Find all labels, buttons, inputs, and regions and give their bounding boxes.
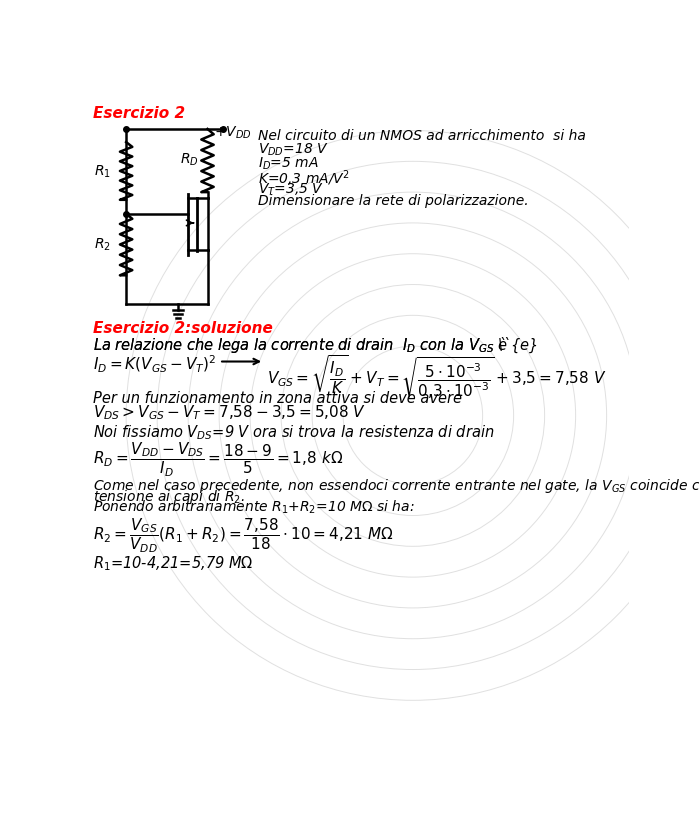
Text: tensione ai capi di $R_2$.: tensione ai capi di $R_2$. [93, 488, 245, 506]
Text: Esercizio 2: Esercizio 2 [93, 106, 185, 120]
Text: Nel circuito di un NMOS ad arricchimento  si ha: Nel circuito di un NMOS ad arricchimento… [258, 129, 586, 143]
Text: Esercizio 2:soluzione: Esercizio 2:soluzione [93, 322, 273, 337]
Text: La relazione che lega la corrente di drain  $I_D$ con la $V_{GS}$ è: La relazione che lega la corrente di dra… [93, 336, 508, 356]
Text: $R_1$=10-4,21=5,79 M$\Omega$: $R_1$=10-4,21=5,79 M$\Omega$ [93, 554, 253, 573]
Text: La relazione che lega la corrente di drain  $I_D$ con la $V_{GS}$ \`{e}: La relazione che lega la corrente di dra… [93, 336, 538, 355]
Text: $R_2$: $R_2$ [94, 236, 110, 253]
Text: K=0,3 mA/V$^2$: K=0,3 mA/V$^2$ [258, 168, 350, 189]
Text: $I_D = K(V_{GS} - V_T )^2$: $I_D = K(V_{GS} - V_T )^2$ [93, 354, 217, 375]
Text: $R_D$: $R_D$ [180, 151, 199, 168]
Text: $V_{DD}$=18 V: $V_{DD}$=18 V [258, 142, 329, 159]
Text: Dimensionare la rete di polarizzazione.: Dimensionare la rete di polarizzazione. [258, 194, 528, 209]
Text: Noi fissiamo $V_{DS}$=9 V ora si trova la resistenza di drain: Noi fissiamo $V_{DS}$=9 V ora si trova l… [93, 423, 494, 442]
Text: Per un funzionamento in zona attiva si deve avere: Per un funzionamento in zona attiva si d… [93, 391, 462, 406]
Text: $+V_{DD}$: $+V_{DD}$ [214, 125, 252, 140]
Text: $I_D$=5 mA: $I_D$=5 mA [258, 155, 319, 171]
Text: Ponendo arbitrariamente $R_1$+$R_2$=10 M$\Omega$ si ha:: Ponendo arbitrariamente $R_1$+$R_2$=10 M… [93, 499, 415, 516]
Text: $V_T$=3,5 V: $V_T$=3,5 V [258, 181, 324, 198]
Text: $R_1$: $R_1$ [94, 163, 110, 179]
Text: $V_{DS} > V_{GS} - V_T = 7{,}58 - 3{,}5 = 5{,}08\ V$: $V_{DS} > V_{GS} - V_T = 7{,}58 - 3{,}5 … [93, 403, 366, 422]
Text: Come nel caso precedente, non essendoci corrente entrante nel gate, la $V_{GS}$ : Come nel caso precedente, non essendoci … [93, 477, 699, 495]
Text: $V_{GS} = \sqrt{\dfrac{I_D}{K}} + V_T = \sqrt{\dfrac{5 \cdot 10^{-3}}{0{,}3 \cdo: $V_{GS} = \sqrt{\dfrac{I_D}{K}} + V_T = … [267, 354, 607, 402]
Text: $R_D = \dfrac{V_{DD} - V_{DS}}{I_D} = \dfrac{18 - 9}{5} = 1{,}8\ k\Omega$: $R_D = \dfrac{V_{DD} - V_{DS}}{I_D} = \d… [93, 440, 343, 479]
Text: $R_2 = \dfrac{V_{GS}}{V_{DD}}(R_1 + R_2) = \dfrac{7{,}58}{18} \cdot 10 = 4{,}21\: $R_2 = \dfrac{V_{GS}}{V_{DD}}(R_1 + R_2)… [93, 517, 394, 555]
